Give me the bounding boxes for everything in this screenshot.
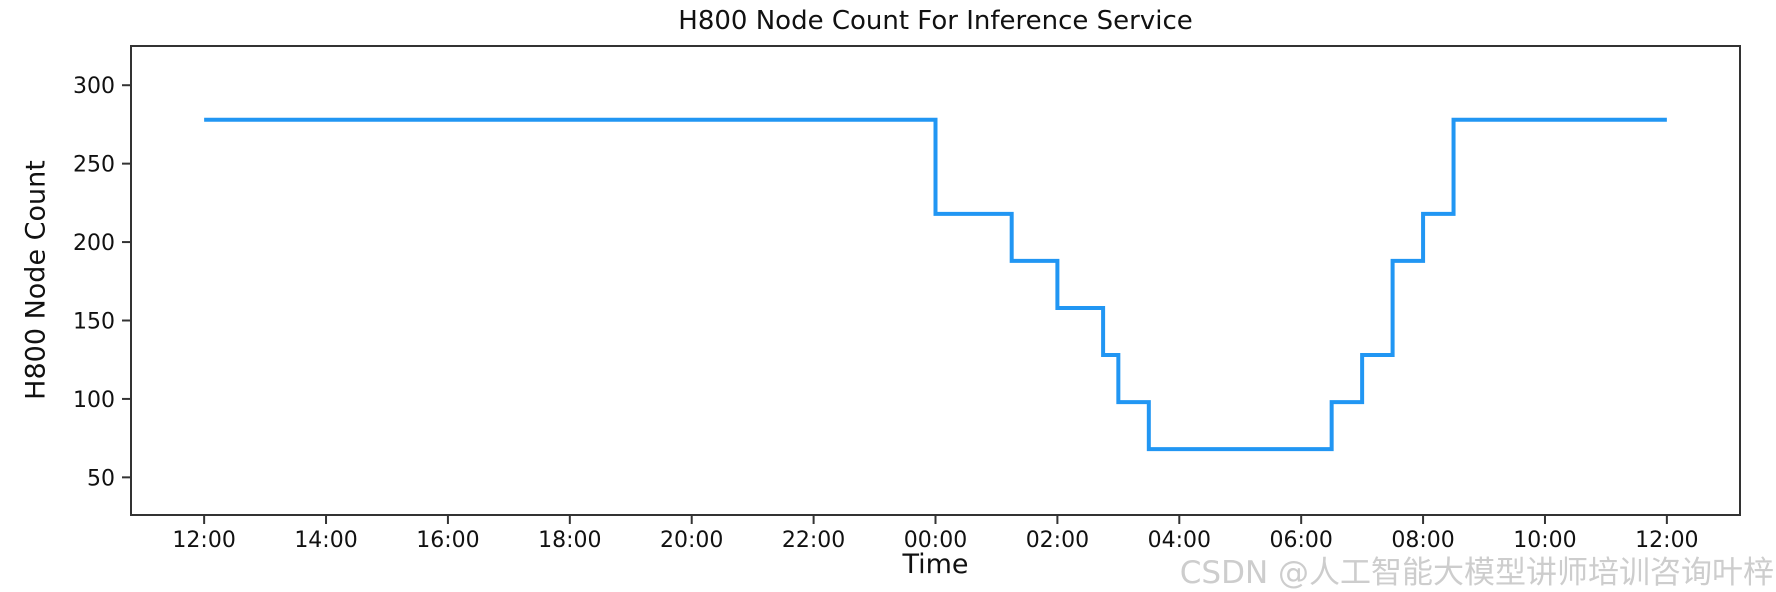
x-tick-label: 14:00 bbox=[294, 528, 357, 553]
watermark-text: CSDN @人工智能大模型讲师培训咨询叶梓 bbox=[1179, 555, 1774, 591]
x-tick-label: 04:00 bbox=[1148, 528, 1211, 553]
y-tick-label: 300 bbox=[73, 74, 115, 99]
plot-frame bbox=[130, 45, 1741, 516]
node-count-step-line bbox=[204, 117, 1667, 452]
y-tick-label: 100 bbox=[73, 388, 115, 413]
y-tick-label: 200 bbox=[73, 231, 115, 256]
x-tick-label: 12:00 bbox=[1635, 528, 1698, 553]
x-tick-label: 20:00 bbox=[660, 528, 723, 553]
y-tick-label: 250 bbox=[73, 153, 115, 178]
x-tick-label: 18:00 bbox=[538, 528, 601, 553]
x-tick-label: 06:00 bbox=[1269, 528, 1332, 553]
x-axis-label: Time bbox=[902, 549, 969, 580]
x-tick-label: 08:00 bbox=[1391, 528, 1454, 553]
y-tick-label: 150 bbox=[73, 309, 115, 334]
x-tick-label: 02:00 bbox=[1026, 528, 1089, 553]
x-tick-label: 12:00 bbox=[172, 528, 235, 553]
chart-title: H800 Node Count For Inference Service bbox=[678, 6, 1193, 36]
x-tick-label: 10:00 bbox=[1513, 528, 1576, 553]
y-tick-label: 50 bbox=[87, 466, 115, 491]
x-tick-label: 22:00 bbox=[782, 528, 845, 553]
x-tick-label: 16:00 bbox=[416, 528, 479, 553]
x-tick-label: 00:00 bbox=[904, 528, 967, 553]
